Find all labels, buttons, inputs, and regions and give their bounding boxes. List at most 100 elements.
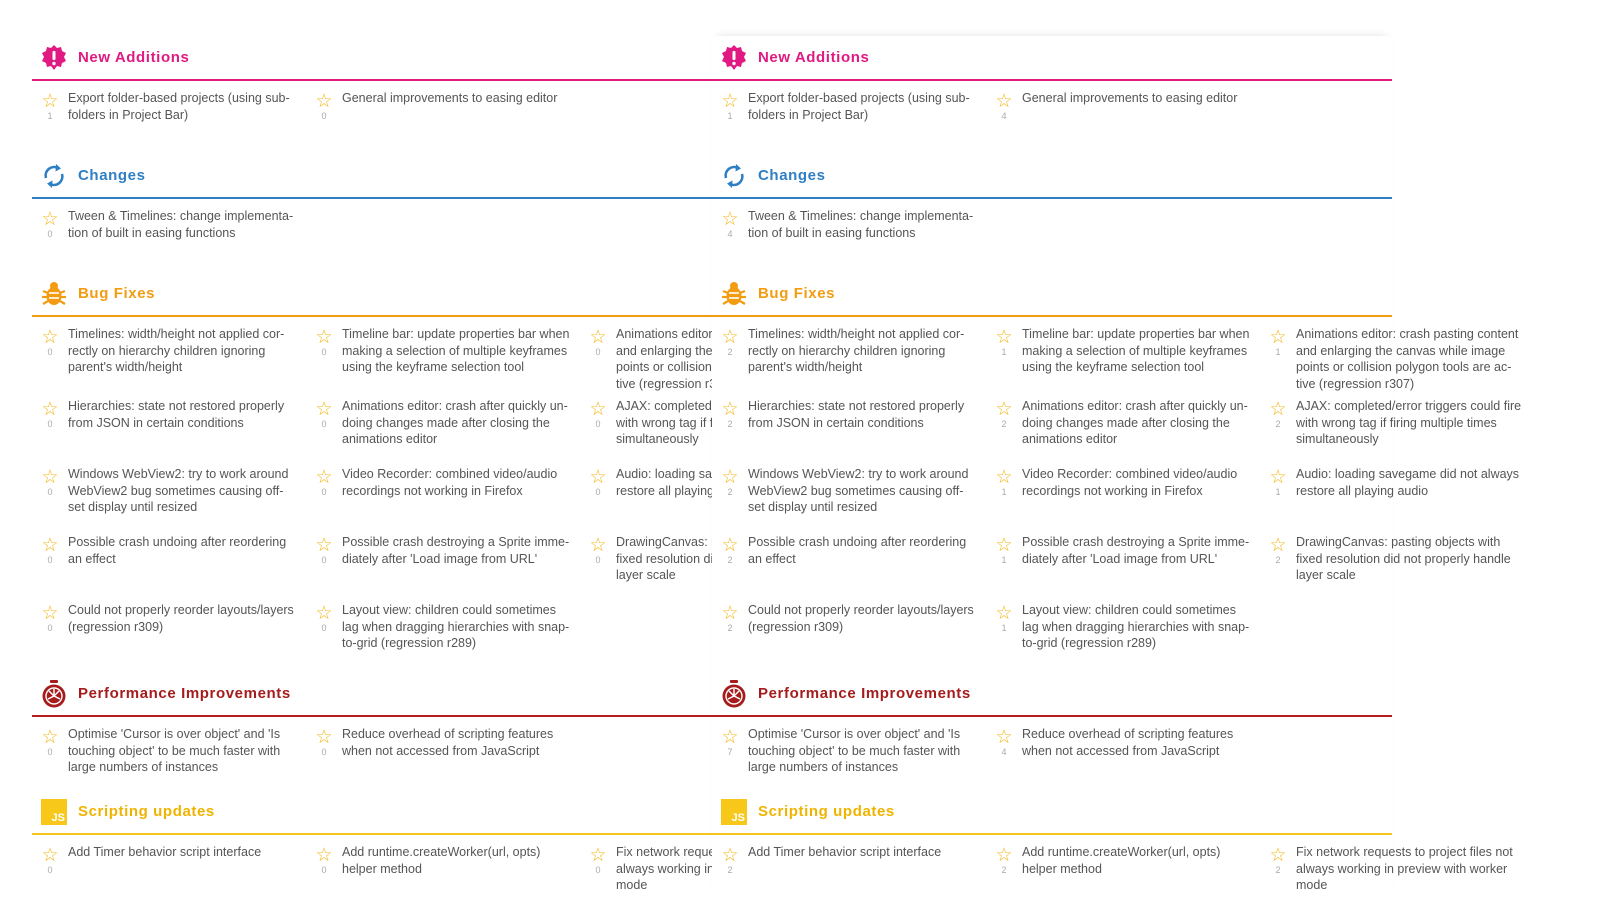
vote-control[interactable]: ☆ 1 (1260, 466, 1296, 497)
star-icon[interactable]: ☆ (995, 327, 1013, 348)
vote-control[interactable]: ☆ 0 (580, 398, 616, 429)
vote-control[interactable]: ☆ 0 (32, 726, 68, 757)
vote-control[interactable]: ☆ 1 (32, 90, 68, 121)
vote-control[interactable]: ☆ 1 (1260, 326, 1296, 357)
star-icon[interactable]: ☆ (721, 399, 739, 420)
star-icon[interactable]: ☆ (721, 467, 739, 488)
star-icon[interactable]: ☆ (589, 535, 607, 556)
vote-control[interactable]: ☆ 1 (986, 602, 1022, 633)
star-icon[interactable]: ☆ (315, 467, 333, 488)
changelog-item: ☆ 2 Timelines: width/height not applied co… (712, 326, 986, 398)
star-icon[interactable]: ☆ (41, 327, 59, 348)
vote-control[interactable]: ☆ 0 (32, 602, 68, 633)
vote-control[interactable]: ☆ 2 (712, 398, 748, 429)
vote-control[interactable]: ☆ 0 (32, 844, 68, 875)
vote-control[interactable]: ☆ 0 (306, 726, 342, 757)
changelog-item: ☆ 1 Export folder-based projects (using su… (712, 90, 986, 146)
vote-control[interactable]: ☆ 0 (306, 602, 342, 633)
item-text: Animations editor: crash pasting content… (1296, 327, 1519, 391)
star-icon[interactable]: ☆ (1269, 535, 1287, 556)
vote-count: 2 (1275, 419, 1281, 429)
star-icon[interactable]: ☆ (721, 91, 739, 112)
vote-control[interactable]: ☆ 2 (986, 844, 1022, 875)
star-icon[interactable]: ☆ (41, 467, 59, 488)
vote-control[interactable]: ☆ 1 (986, 534, 1022, 565)
vote-control[interactable]: ☆ 1 (986, 326, 1022, 357)
star-icon[interactable]: ☆ (995, 845, 1013, 866)
star-icon[interactable]: ☆ (589, 399, 607, 420)
vote-control[interactable]: ☆ 2 (1260, 398, 1296, 429)
star-icon[interactable]: ☆ (315, 327, 333, 348)
vote-control[interactable]: ☆ 1 (986, 466, 1022, 497)
star-icon[interactable]: ☆ (995, 467, 1013, 488)
star-icon[interactable]: ☆ (721, 727, 739, 748)
star-icon[interactable]: ☆ (721, 603, 739, 624)
star-icon[interactable]: ☆ (995, 91, 1013, 112)
vote-control[interactable]: ☆ 2 (712, 844, 748, 875)
star-icon[interactable]: ☆ (721, 845, 739, 866)
vote-control[interactable]: ☆ 2 (712, 534, 748, 565)
star-icon[interactable]: ☆ (589, 845, 607, 866)
star-icon[interactable]: ☆ (721, 535, 739, 556)
vote-control[interactable]: ☆ 0 (306, 326, 342, 357)
star-icon[interactable]: ☆ (1269, 399, 1287, 420)
star-icon[interactable]: ☆ (1269, 467, 1287, 488)
vote-control[interactable]: ☆ 4 (712, 208, 748, 239)
star-icon[interactable]: ☆ (41, 91, 59, 112)
vote-control[interactable]: ☆ 0 (32, 534, 68, 565)
star-icon[interactable]: ☆ (41, 535, 59, 556)
star-icon[interactable]: ☆ (995, 727, 1013, 748)
section-header-bugs: Bug Fixes (32, 272, 712, 317)
vote-control[interactable]: ☆ 0 (580, 534, 616, 565)
star-icon[interactable]: ☆ (315, 399, 333, 420)
star-icon[interactable]: ☆ (1269, 327, 1287, 348)
vote-control[interactable]: ☆ 1 (712, 90, 748, 121)
star-icon[interactable]: ☆ (315, 91, 333, 112)
star-icon[interactable]: ☆ (315, 603, 333, 624)
star-icon[interactable]: ☆ (995, 603, 1013, 624)
vote-control[interactable]: ☆ 0 (306, 844, 342, 875)
vote-control[interactable]: ☆ 0 (32, 398, 68, 429)
vote-control[interactable]: ☆ 0 (580, 844, 616, 875)
vote-control[interactable]: ☆ 0 (580, 466, 616, 497)
vote-control[interactable]: ☆ 0 (306, 90, 342, 121)
star-icon[interactable]: ☆ (721, 327, 739, 348)
vote-control[interactable]: ☆ 7 (712, 726, 748, 757)
vote-control[interactable]: ☆ 0 (32, 466, 68, 497)
item-grid: ☆ 1 Export folder-based projects (using su… (32, 81, 712, 146)
vote-control[interactable]: ☆ 0 (580, 326, 616, 357)
vote-control[interactable]: ☆ 2 (712, 326, 748, 357)
star-icon[interactable]: ☆ (589, 327, 607, 348)
stopwatch-icon (40, 679, 68, 708)
star-icon[interactable]: ☆ (315, 727, 333, 748)
vote-control[interactable]: ☆ 2 (1260, 534, 1296, 565)
changelog-item: ☆ 0 Add Timer behavior script interface (32, 844, 306, 900)
star-icon[interactable]: ☆ (41, 727, 59, 748)
vote-control[interactable]: ☆ 2 (986, 398, 1022, 429)
vote-control[interactable]: ☆ 2 (1260, 844, 1296, 875)
vote-control[interactable]: ☆ 4 (986, 726, 1022, 757)
vote-control[interactable]: ☆ 0 (306, 398, 342, 429)
vote-control[interactable]: ☆ 2 (712, 602, 748, 633)
star-icon[interactable]: ☆ (41, 603, 59, 624)
changelog-pane-right: New Additions ☆ 1 Export folder-based proje… (712, 36, 1521, 908)
vote-count: 0 (321, 555, 327, 565)
star-icon[interactable]: ☆ (721, 209, 739, 230)
star-icon[interactable]: ☆ (589, 467, 607, 488)
star-icon[interactable]: ☆ (995, 535, 1013, 556)
star-icon[interactable]: ☆ (41, 209, 59, 230)
vote-control[interactable]: ☆ 2 (712, 466, 748, 497)
star-icon[interactable]: ☆ (995, 399, 1013, 420)
vote-control[interactable]: ☆ 0 (32, 208, 68, 239)
star-icon[interactable]: ☆ (315, 535, 333, 556)
star-icon[interactable]: ☆ (315, 845, 333, 866)
vote-control[interactable]: ☆ 4 (986, 90, 1022, 121)
section-title: Performance Improvements (758, 685, 971, 702)
star-icon[interactable]: ☆ (41, 399, 59, 420)
vote-control[interactable]: ☆ 0 (306, 534, 342, 565)
vote-control[interactable]: ☆ 0 (306, 466, 342, 497)
js-text: JS (721, 798, 747, 825)
vote-control[interactable]: ☆ 0 (32, 326, 68, 357)
star-icon[interactable]: ☆ (1269, 845, 1287, 866)
star-icon[interactable]: ☆ (41, 845, 59, 866)
